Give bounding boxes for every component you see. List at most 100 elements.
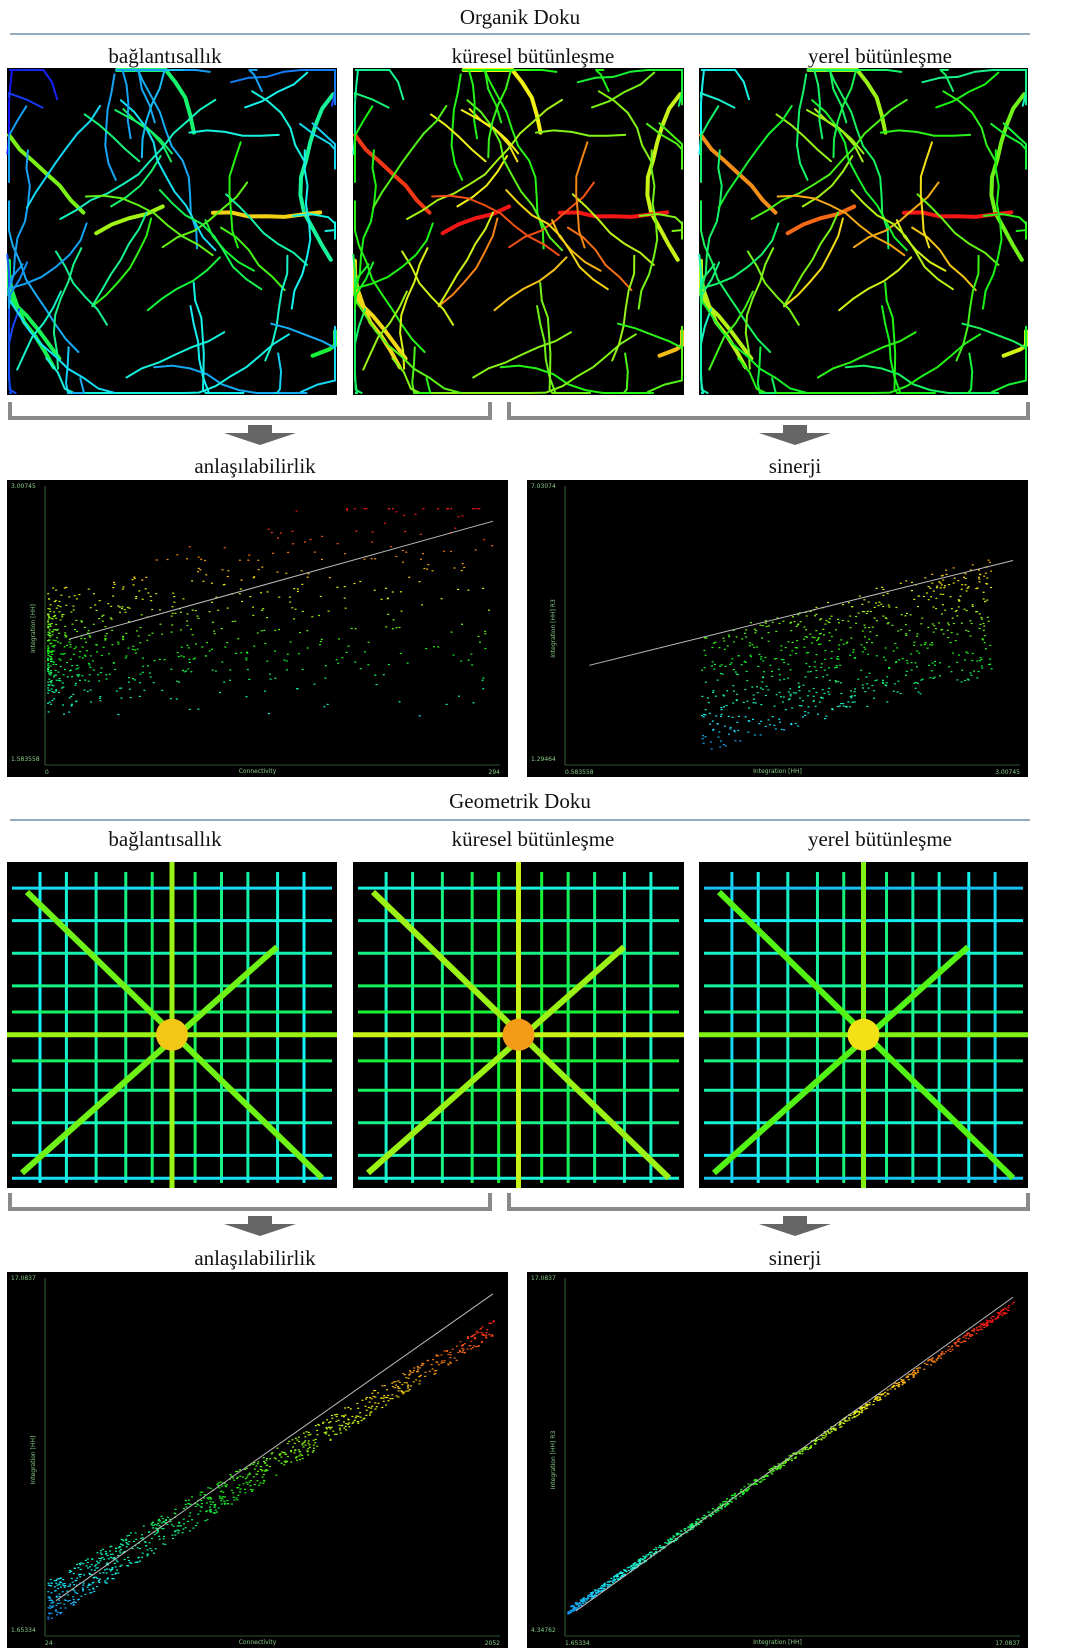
scatter-dot — [713, 690, 715, 691]
scatter-dot — [802, 700, 804, 701]
scatter-dot — [63, 1604, 65, 1605]
scatter-dot — [720, 741, 722, 742]
plot-background — [7, 1272, 508, 1648]
scatter-dot — [53, 640, 55, 641]
scatter-dot — [799, 690, 801, 691]
scatter-dot — [412, 1372, 414, 1373]
scatter-dot — [170, 669, 172, 670]
scatter-dot — [48, 671, 50, 672]
scatter-dot — [587, 1597, 589, 1598]
scatter-dot — [728, 636, 730, 637]
scatter-dot — [581, 1601, 583, 1602]
section-title: Geometrik Doku — [449, 789, 591, 813]
scatter-dot — [958, 1339, 960, 1340]
scatter-dot — [165, 1519, 167, 1520]
scatter-dot — [48, 711, 50, 712]
scatter-dot — [485, 1336, 487, 1337]
scatter-dot — [983, 630, 985, 631]
scatter-dot — [211, 649, 213, 650]
scatter-dot — [205, 655, 207, 656]
scatter-dot — [188, 659, 190, 660]
scatter-dot — [421, 604, 423, 605]
scatter-dot — [491, 1336, 493, 1337]
scatter-dot — [89, 674, 91, 675]
scatter-dot — [978, 570, 980, 571]
scatter-dot — [354, 583, 356, 584]
scatter-dot — [47, 1607, 49, 1608]
map-label: küresel bütünleşme — [452, 44, 615, 68]
scatter-dot — [757, 666, 759, 667]
scatter-dot — [239, 1476, 241, 1477]
scatter-dot — [99, 1579, 101, 1580]
scatter-dot — [244, 1489, 246, 1490]
scatter-dot — [389, 1398, 391, 1399]
scatter-dot — [285, 573, 287, 574]
scatter-dot — [299, 1459, 301, 1460]
scatter-dot — [978, 671, 980, 672]
scatter-dot — [56, 637, 58, 638]
scatter-dot — [972, 606, 974, 607]
scatter-dot — [55, 690, 57, 691]
scatter-dot — [88, 1585, 90, 1586]
scatter-dot — [371, 1398, 373, 1399]
scatter-dot — [56, 1579, 58, 1580]
scatter-dot — [91, 1564, 93, 1565]
scatter-dot — [261, 1470, 263, 1471]
scatter-dot — [344, 598, 346, 599]
scatter-dot — [702, 735, 704, 736]
scatter-dot — [339, 1429, 341, 1430]
scatter-dot — [815, 614, 817, 615]
scatter-dot — [971, 623, 973, 624]
scatter-dot — [788, 699, 790, 700]
scatter-dot — [770, 665, 772, 666]
scatter-dot — [246, 1477, 248, 1478]
scatter-dot — [316, 1446, 318, 1447]
scatter-dot — [60, 643, 62, 644]
scatter-dot — [235, 653, 237, 654]
scatter-dot — [968, 679, 970, 680]
scatter-dot — [211, 602, 213, 603]
scatter-dot — [83, 1582, 85, 1583]
scatter-dot — [879, 1397, 881, 1398]
scatter-dot — [918, 653, 920, 654]
scatter-dot — [765, 657, 767, 658]
scatter-dot — [449, 1352, 451, 1353]
scatter-dot — [125, 612, 127, 613]
scatter-dot — [196, 1504, 198, 1505]
scatter-dot — [470, 654, 472, 655]
scatter-dot — [710, 1516, 712, 1517]
scatter-dot — [600, 1588, 602, 1589]
scatter-dot — [818, 644, 820, 645]
scatter-dot — [81, 675, 83, 676]
scatter-dot — [350, 1408, 352, 1409]
scatter-dot — [53, 698, 55, 699]
scatter-dot — [352, 1423, 354, 1424]
scatter-dot — [1002, 1310, 1004, 1311]
scatter-dot — [55, 1611, 57, 1612]
scatter-dot — [65, 1607, 67, 1608]
scatter-dot — [106, 633, 108, 634]
scatter-dot — [61, 687, 63, 688]
scatter-dot — [191, 1496, 193, 1497]
scatter-dot — [416, 1371, 418, 1372]
scatter-dot — [933, 625, 935, 626]
scatter-dot — [766, 626, 768, 627]
scatter-dot — [290, 641, 292, 642]
scatter-dot — [354, 508, 356, 509]
scatter-dot — [931, 1358, 933, 1359]
scatter-dot — [930, 677, 932, 678]
scatter-dot — [392, 628, 394, 629]
scatter-dot — [938, 622, 940, 623]
scatter-dot — [766, 1476, 768, 1477]
scatter-dot — [760, 734, 762, 735]
scatter-dot — [315, 1439, 317, 1440]
scatter-dot — [90, 690, 92, 691]
scatter-dot — [484, 648, 486, 649]
scatter-dot — [336, 1416, 338, 1417]
scatter-dot — [110, 1557, 112, 1558]
scatter-dot — [321, 536, 323, 537]
scatter-dot — [83, 689, 85, 690]
scatter-dot — [896, 647, 898, 648]
scatter-dot — [206, 1510, 208, 1511]
scatter-dot — [634, 1562, 636, 1563]
